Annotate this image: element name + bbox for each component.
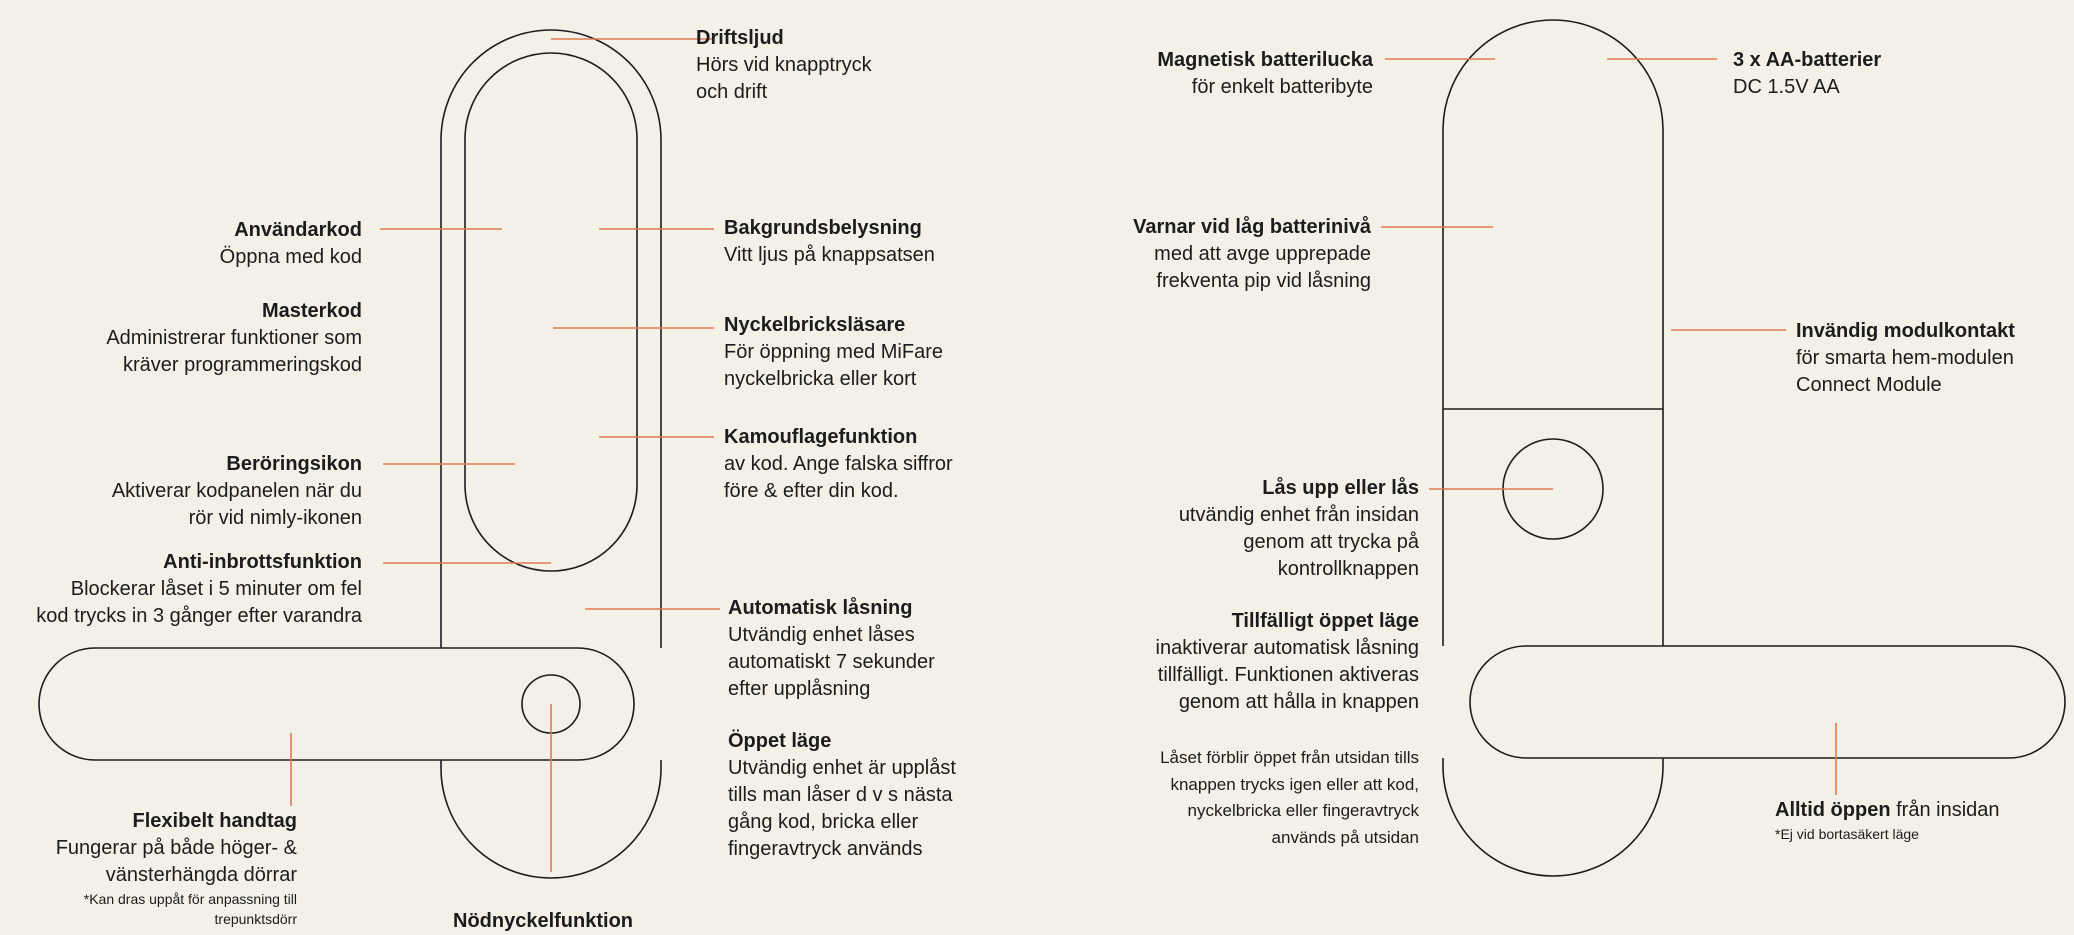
callout-title: Lås upp eller lås bbox=[1262, 477, 1419, 499]
callout-title: Kamouflagefunktion bbox=[724, 426, 918, 448]
callout-line: Utvändig enhet är upplåst bbox=[728, 757, 956, 779]
callout-nodnyckel: Nödnyckelfunktion bbox=[453, 908, 633, 935]
callout-title: Driftsljud bbox=[696, 27, 784, 49]
callout-title: Varnar vid låg batterinivå bbox=[1133, 216, 1371, 238]
callout-kamouflage: Kamouflagefunktion av kod. Ange falska s… bbox=[724, 424, 953, 505]
callout-title: Nyckelbricksläsare bbox=[724, 314, 906, 336]
callout-title-rest: från insidan bbox=[1890, 799, 2000, 821]
callout-line: Hörs vid knapptryck bbox=[696, 54, 872, 76]
callout-title: Tillfälligt öppet läge bbox=[1231, 610, 1419, 632]
callout-title: Bakgrundsbelysning bbox=[724, 217, 922, 239]
callout-line: Connect Module bbox=[1796, 374, 1942, 396]
callout-tillfalligt: Tillfälligt öppet läge inaktiverar autom… bbox=[1156, 608, 1419, 716]
callout-line: utvändig enhet från insidan bbox=[1178, 504, 1419, 526]
note-line: används på utsidan bbox=[1271, 827, 1419, 847]
callout-masterkod: Masterkod Administrerar funktioner som k… bbox=[106, 298, 362, 379]
callout-flexibelt: Flexibelt handtag Fungerar på både höger… bbox=[56, 808, 297, 929]
callout-bakgrund: Bakgrundsbelysning Vitt ljus på knappsat… bbox=[724, 215, 935, 269]
callout-note: trepunktsdörr bbox=[214, 911, 297, 927]
callout-nyckelbricka: Nyckelbricksläsare För öppning med MiFar… bbox=[724, 312, 943, 393]
callout-alltid: Alltid öppen från insidan *Ej vid bortas… bbox=[1775, 797, 2000, 844]
callout-driftsljud: Driftsljud Hörs vid knapptryck och drift bbox=[696, 25, 872, 106]
callout-line: frekventa pip vid låsning bbox=[1156, 270, 1371, 292]
callout-line: för enkelt batteribyte bbox=[1191, 76, 1373, 98]
note-line: Låset förblir öppet från utsidan tills bbox=[1160, 748, 1419, 767]
callout-line: kräver programmeringskod bbox=[123, 354, 362, 376]
callout-title: Invändig modulkontakt bbox=[1796, 320, 2015, 342]
callout-lasupp: Lås upp eller lås utvändig enhet från in… bbox=[1179, 475, 1419, 583]
callout-note: *Ej vid bortasäkert läge bbox=[1775, 826, 1919, 842]
callout-line: Aktiverar kodpanelen när du bbox=[111, 480, 362, 502]
callout-line: Blockerar låset i 5 minuter om fel bbox=[70, 578, 362, 600]
callout-oppet: Öppet läge Utvändig enhet är upplåst til… bbox=[728, 728, 956, 863]
callout-batterilucka: Magnetisk batterilucka för enkelt batter… bbox=[1157, 47, 1373, 101]
callout-line: Öppna med kod bbox=[219, 246, 362, 268]
callout-title: Flexibelt handtag bbox=[132, 810, 297, 832]
callout-beroringsikon: Beröringsikon Aktiverar kodpanelen när d… bbox=[112, 451, 362, 532]
callout-line: fingeravtryck används bbox=[728, 838, 923, 860]
outside-handle bbox=[38, 647, 635, 761]
note-line: knappen trycks igen eller att kod, bbox=[1170, 774, 1419, 794]
callout-title: Alltid öppen bbox=[1775, 799, 1891, 821]
callout-title: Beröringsikon bbox=[226, 453, 362, 475]
callout-title: Magnetisk batterilucka bbox=[1157, 49, 1373, 71]
callout-automatisk: Automatisk låsning Utvändig enhet låses … bbox=[728, 595, 935, 703]
callout-line: efter upplåsning bbox=[728, 678, 871, 700]
callout-line: för smarta hem-modulen bbox=[1796, 347, 2014, 369]
inside-handle bbox=[1469, 645, 2066, 759]
callout-line: Administrerar funktioner som bbox=[106, 327, 362, 349]
callout-title: Öppet läge bbox=[728, 730, 832, 752]
callout-line: kod trycks in 3 gånger efter varandra bbox=[36, 605, 362, 627]
callout-title: Automatisk låsning bbox=[728, 597, 913, 619]
callout-antiinbrott: Anti-inbrottsfunktion Blockerar låset i … bbox=[36, 549, 362, 630]
callout-line: tills man låser d v s nästa bbox=[728, 784, 953, 806]
callout-line: Vitt ljus på knappsatsen bbox=[724, 244, 935, 266]
outside-unit-body bbox=[440, 29, 662, 879]
callout-line: genom att hålla in knappen bbox=[1178, 691, 1419, 713]
callout-line: Fungerar på både höger- & bbox=[55, 837, 297, 859]
callout-line: tillfälligt. Funktionen aktiveras bbox=[1157, 664, 1419, 686]
callout-line: med att avge upprepade bbox=[1154, 243, 1371, 265]
callout-title: 3 x AA-batterier bbox=[1733, 49, 1882, 71]
callout-line: inaktiverar automatisk låsning bbox=[1155, 637, 1419, 659]
callout-line: och drift bbox=[696, 81, 768, 103]
callout-title: Anti-inbrottsfunktion bbox=[163, 551, 362, 573]
callout-line: gång kod, bricka eller bbox=[728, 811, 919, 833]
callout-line: före & efter din kod. bbox=[724, 480, 899, 502]
callout-lagbatteri: Varnar vid låg batterinivå med att avge … bbox=[1133, 214, 1371, 295]
callout-line: kontrollknappen bbox=[1277, 558, 1419, 580]
callout-title: Nödnyckelfunktion bbox=[453, 910, 634, 932]
callout-note: *Kan dras uppåt för anpassning till bbox=[83, 891, 297, 907]
callout-anvandarkod: Användarkod Öppna med kod bbox=[220, 217, 362, 271]
callout-title: Masterkod bbox=[261, 300, 362, 322]
callout-line: rör vid nimly-ikonen bbox=[188, 507, 362, 529]
callout-line: DC 1.5V AA bbox=[1733, 76, 1840, 98]
callout-title: Användarkod bbox=[234, 219, 362, 241]
callout-line: För öppning med MiFare bbox=[724, 341, 943, 363]
callout-line: nyckelbricka eller kort bbox=[724, 368, 917, 390]
callout-line: Utvändig enhet låses bbox=[728, 624, 915, 646]
callout-line: genom att trycka på bbox=[1243, 531, 1419, 553]
callout-line: vänsterhängda dörrar bbox=[105, 864, 297, 886]
callout-line: av kod. Ange falska siffror bbox=[724, 453, 953, 475]
outside-keypad-window bbox=[464, 52, 638, 572]
inside-unit-body bbox=[1442, 19, 1664, 877]
open-mode-note: Låset förblir öppet från utsidan tills k… bbox=[1160, 745, 1419, 851]
callout-line: automatiskt 7 sekunder bbox=[728, 651, 935, 673]
note-line: nyckelbricka eller fingeravtryck bbox=[1187, 801, 1419, 820]
callout-title-line: Alltid öppen från insidan bbox=[1775, 797, 2000, 824]
callout-modulkontakt: Invändig modulkontakt för smarta hem-mod… bbox=[1796, 318, 2015, 399]
callout-batterier: 3 x AA-batterier DC 1.5V AA bbox=[1733, 47, 1881, 101]
